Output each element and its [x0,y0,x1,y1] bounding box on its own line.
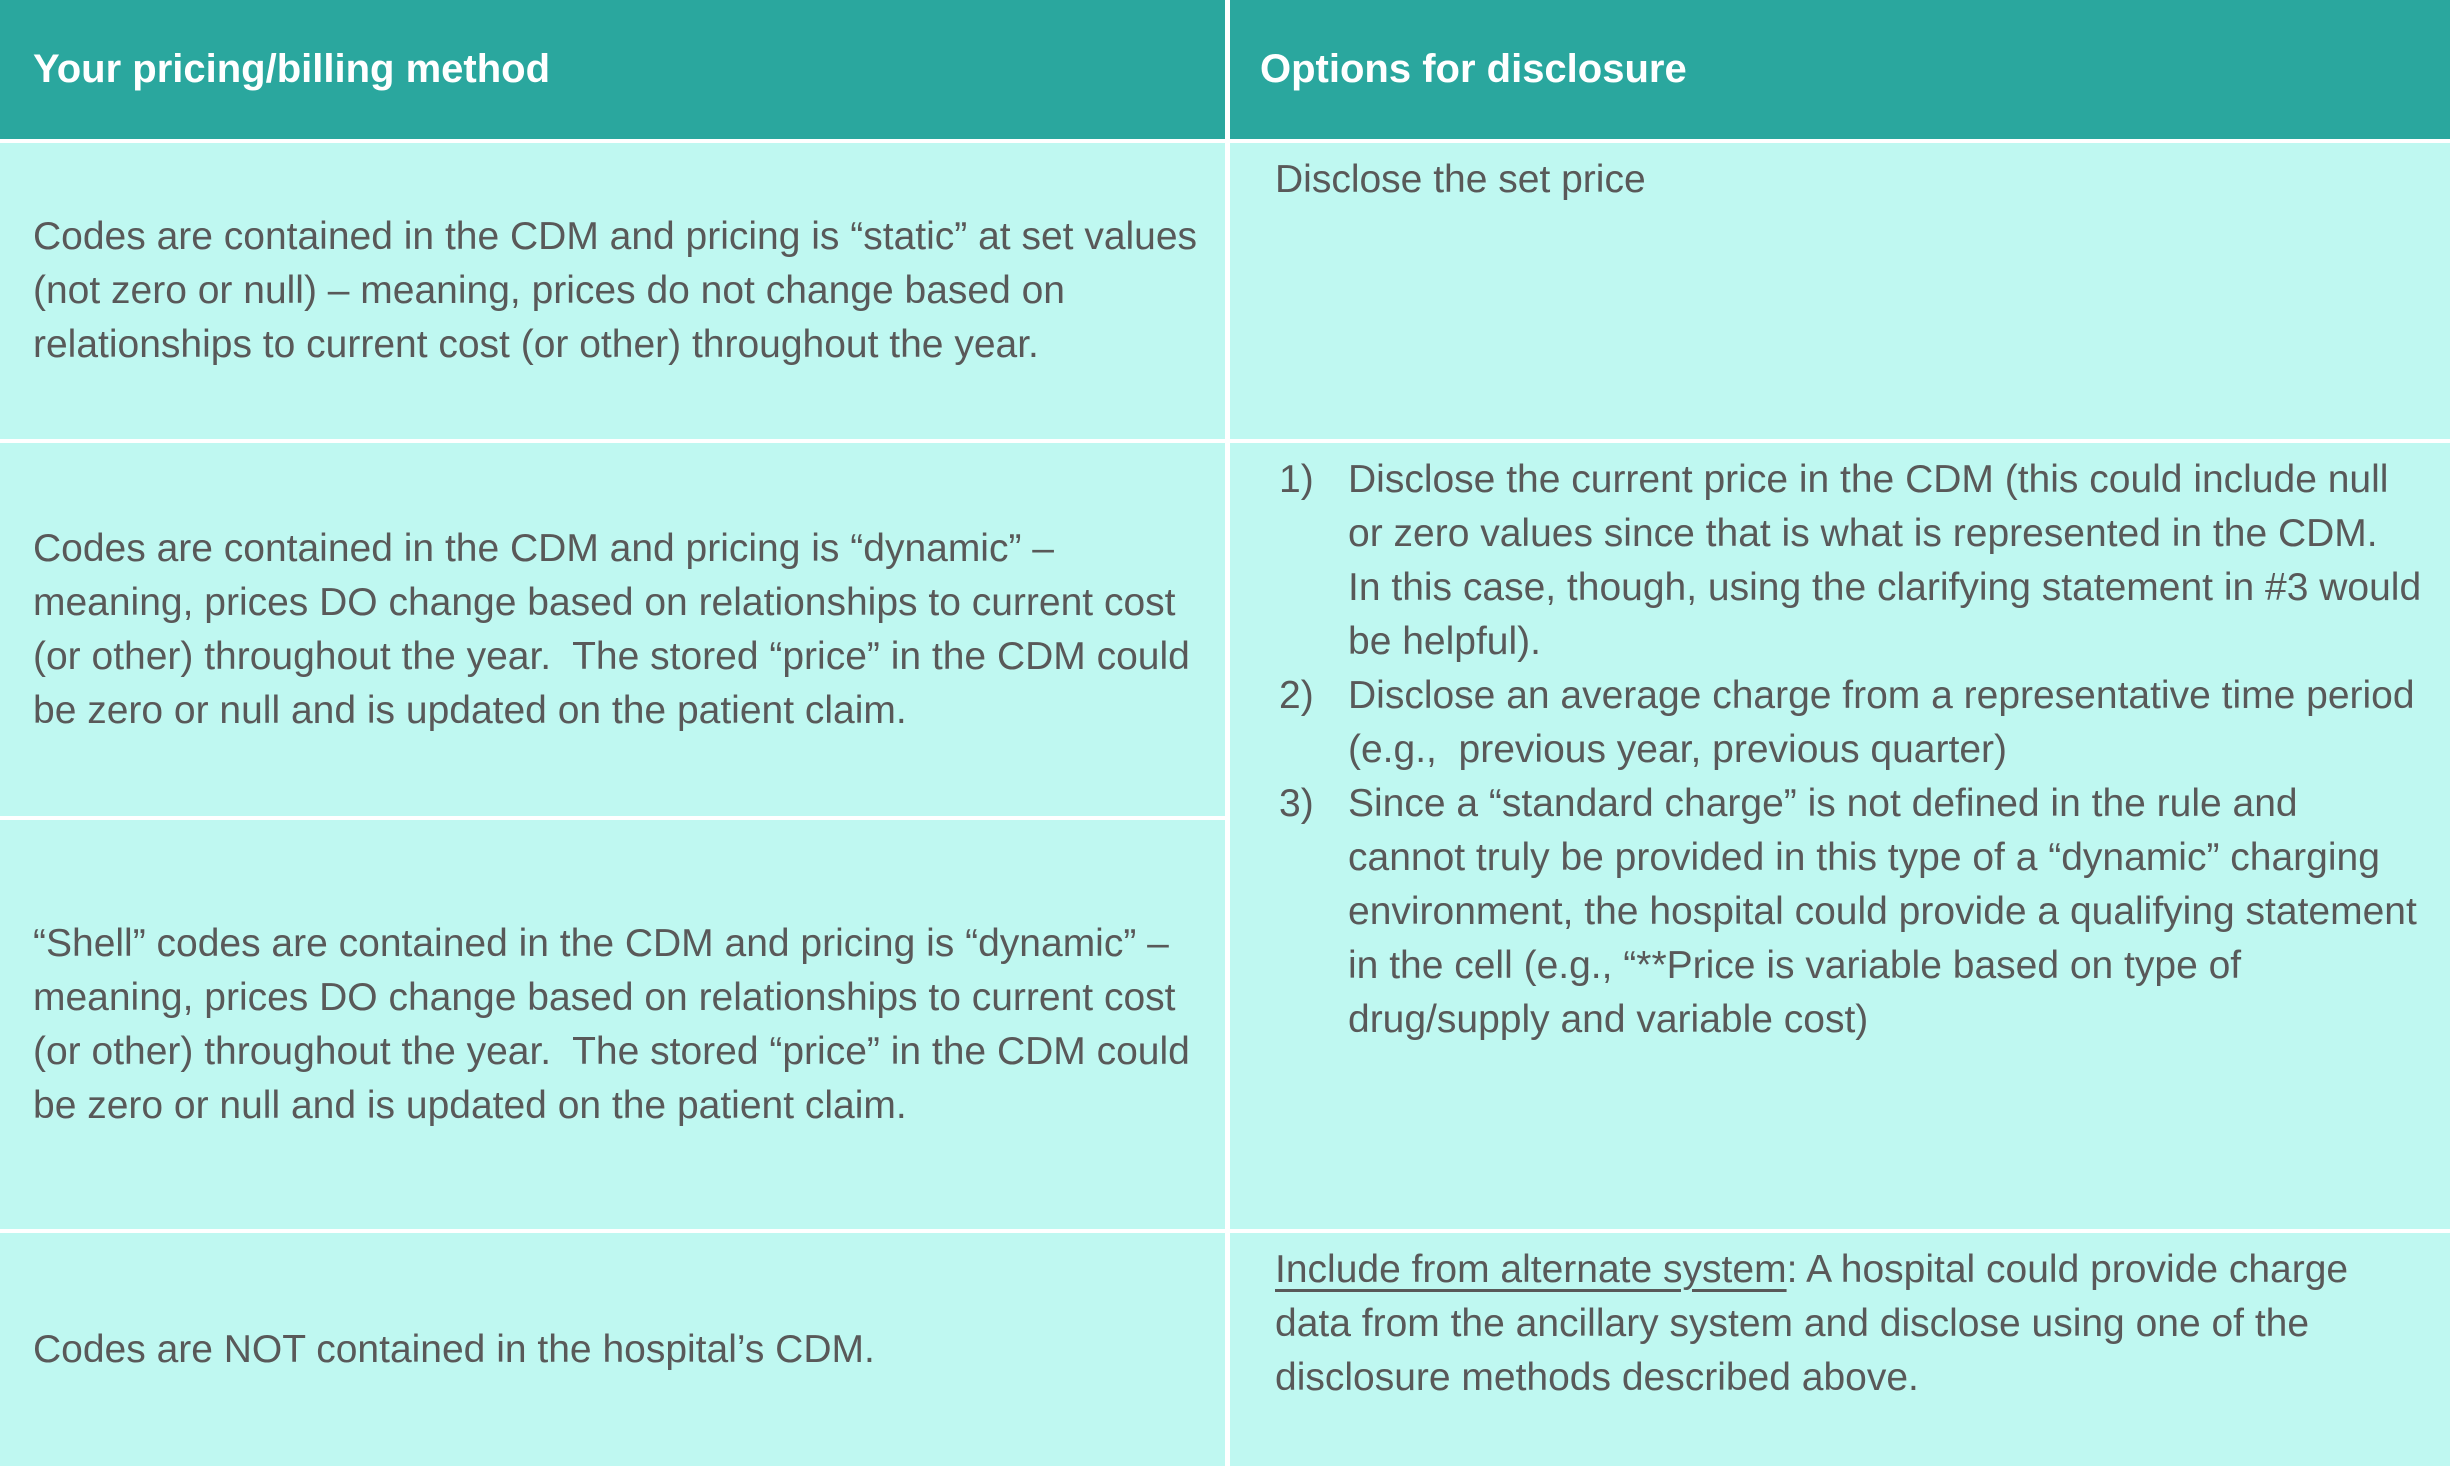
alternate-system-underlined-lead: Include from alternate system [1275,1248,1787,1291]
table-row-no-codes: Codes are NOT contained in the hospital’… [0,1233,2450,1466]
method-text-no-codes: Codes are NOT contained in the hospital’… [33,1327,875,1371]
disclosure-cell-merged-options: Disclose the current price in the CDM (t… [1225,443,2450,1233]
disclosure-cell-alternate-system: Include from alternate system: A hospita… [1225,1233,2450,1466]
disclosure-option-average-charge: Disclose an average charge from a repres… [1279,669,2426,771]
column-header-options-for-disclosure: Options for disclosure [1225,0,2450,143]
method-cell-static-pricing: Codes are contained in the CDM and prici… [0,143,1225,443]
header-row: Your pricing/billing method Options for … [0,0,2450,143]
method-cell-dynamic-pricing: Codes are contained in the CDM and prici… [0,443,1225,820]
disclosure-option-qualifying-statement: Since a “standard charge” is not defined… [1279,777,2428,1041]
table-row-shell-codes: “Shell” codes are contained in the CDM a… [0,820,2450,1233]
table-row-static-pricing: Codes are contained in the CDM and prici… [0,143,2450,443]
table-row-dynamic-pricing: Codes are contained in the CDM and prici… [0,443,2450,1233]
disclosure-text-alternate-system: Include from alternate system: A hospita… [1275,1243,2422,1405]
disclosure-cell-set-price: Disclose the set price [1225,143,2450,443]
method-cell-no-codes: Codes are NOT contained in the hospital’… [0,1233,1225,1466]
column-header-pricing-method: Your pricing/billing method [0,0,1225,143]
method-text-dynamic-pricing: Codes are contained in the CDM and prici… [33,526,1201,732]
disclosure-text-set-price: Disclose the set price [1275,158,1646,201]
disclosure-options-list: Disclose the current price in the CDM (t… [1275,453,2422,1047]
method-text-shell-codes: “Shell” codes are contained in the CDM a… [33,921,1201,1127]
disclosure-option-current-price: Disclose the current price in the CDM (t… [1279,453,2432,663]
method-text-static-pricing: Codes are contained in the CDM and prici… [33,215,1208,366]
alternate-system-rest-text: : A hospital could provide charge data f… [1275,1248,2359,1399]
method-cell-shell-codes: “Shell” codes are contained in the CDM a… [0,820,1225,1233]
